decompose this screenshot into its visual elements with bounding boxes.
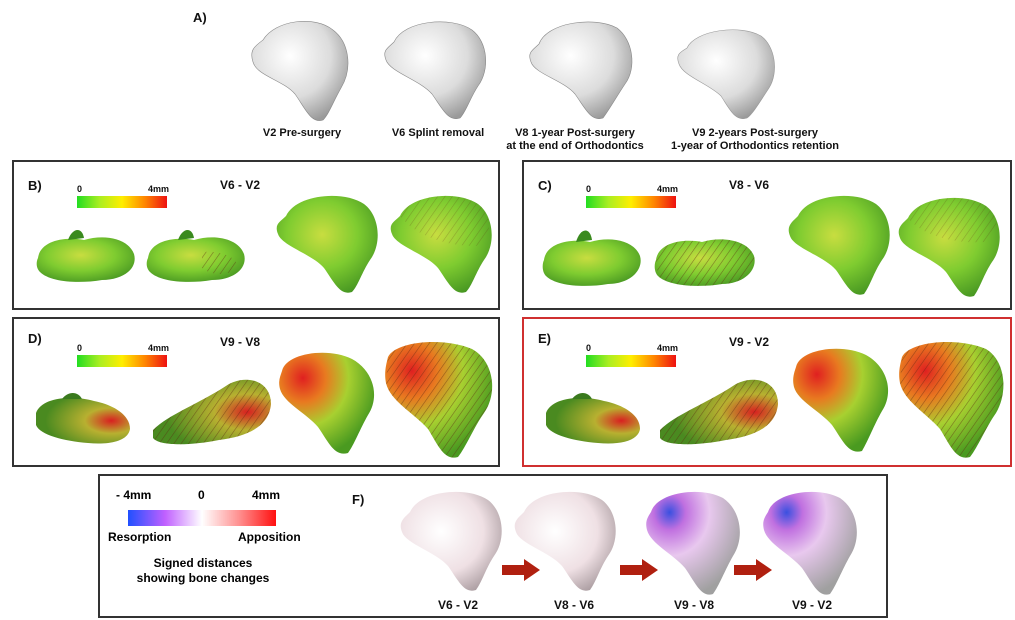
caption-v8: V8 1-year Post-surgery at the end of Ort… — [495, 127, 655, 153]
condyle-d-coronal-vectors — [385, 342, 493, 458]
panel-d: D) 0 4mm V9 - V8 — [12, 317, 500, 467]
panel-d-title: V9 - V8 — [220, 335, 261, 349]
condyle-b-coronal — [276, 195, 378, 293]
condyle-d-axial — [36, 393, 130, 444]
panel-f-caption-2: V8 - V6 — [553, 598, 595, 612]
condyle-v2-pre-surgery — [251, 20, 349, 121]
panel-e-title: V9 - V2 — [729, 335, 770, 349]
arrow-right-icon — [620, 559, 658, 581]
condyle-c-axial-vectors — [654, 239, 755, 286]
arrow-right-icon — [502, 559, 540, 581]
panel-f-desc-line1: Signed distances — [153, 556, 253, 570]
condyle-b-axial — [36, 229, 135, 282]
condyle-c-axial — [542, 230, 641, 286]
panel-e-scale-min: 0 — [586, 343, 592, 353]
panel-f-scale-mid: 0 — [198, 488, 205, 502]
condyle-c-coronal-vectors — [898, 197, 1000, 297]
condyle-f-v9-v8 — [646, 491, 740, 595]
panel-b-scale-min: 0 — [77, 184, 83, 194]
caption-v6-line1: V6 Splint removal — [391, 127, 485, 139]
panel-d-scale-min: 0 — [77, 343, 83, 353]
condyle-e-axial — [546, 393, 640, 444]
condyle-e-coronal — [793, 348, 889, 452]
panel-d-label: D) — [28, 331, 42, 346]
panel-b-color-scale — [77, 196, 167, 208]
panel-e-label: E) — [538, 331, 551, 346]
condyle-e-coronal-vectors — [899, 342, 1004, 458]
panel-d-scale-max: 4mm — [148, 343, 170, 353]
condyle-f-v6-v2 — [400, 491, 502, 591]
panel-b-scale-max: 4mm — [148, 184, 170, 194]
arrow-right-icon — [734, 559, 772, 581]
panel-f-scale-min: - 4mm — [116, 488, 152, 502]
panel-f-desc-line2: showing bone changes — [136, 571, 270, 585]
caption-v2: V2 Pre-surgery — [243, 127, 361, 139]
panel-e-color-scale — [586, 355, 676, 367]
caption-v9-line2: 1-year of Orthodontics retention — [670, 140, 840, 152]
panel-b-title: V6 - V2 — [220, 178, 261, 192]
caption-v9: V9 2-years Post-surgery 1-year of Orthod… — [655, 127, 855, 153]
panel-b-label: B) — [28, 178, 42, 193]
panel-f-resorption-label: Resorption — [108, 530, 172, 544]
caption-v6: V6 Splint removal — [378, 127, 498, 139]
panel-c-label: C) — [538, 178, 552, 193]
condyle-c-coronal — [788, 195, 890, 295]
condyle-b-coronal-vectors — [390, 195, 492, 293]
condyle-d-coronal — [279, 352, 375, 454]
condyle-f-v9-v2 — [763, 491, 857, 595]
condyle-v6-splint-removal — [384, 21, 487, 119]
panel-f-label: F) — [352, 492, 365, 507]
caption-v8-line1: V8 1-year Post-surgery — [515, 127, 635, 139]
condyle-v8-post-surgery — [529, 21, 633, 119]
caption-v8-line2: at the end of Orthodontics — [506, 140, 644, 152]
panel-f-caption-3: V9 - V8 — [673, 598, 715, 612]
condyle-v9-two-years — [677, 29, 775, 119]
caption-v9-line1: V9 2-years Post-surgery — [692, 127, 818, 139]
panel-f-description: Signed distances showing bone changes — [128, 556, 278, 586]
panel-f-caption-1: V6 - V2 — [437, 598, 479, 612]
panel-c-scale-max: 4mm — [657, 184, 679, 194]
panel-a-label: A) — [193, 10, 207, 25]
panel-b: B) 0 4mm V6 - V2 — [12, 160, 500, 310]
panel-c-title: V8 - V6 — [729, 178, 770, 192]
caption-v2-line1: V2 Pre-surgery — [262, 127, 342, 139]
panel-f-apposition-label: Apposition — [238, 530, 301, 544]
panel-f: - 4mm 0 4mm Resorption Apposition Signed… — [98, 474, 888, 618]
panel-e-scale-max: 4mm — [657, 343, 679, 353]
panel-c-scale-min: 0 — [586, 184, 592, 194]
panel-f-color-scale — [128, 510, 276, 526]
condyle-f-v8-v6 — [514, 491, 616, 591]
condyle-d-axial-vectors — [153, 379, 271, 445]
panel-e: E) 0 4mm V9 - V2 — [522, 317, 1012, 467]
condyle-e-axial-vectors — [660, 379, 778, 445]
panel-f-scale-max: 4mm — [252, 488, 281, 502]
panel-c: C) 0 4mm V8 - V6 — [522, 160, 1012, 310]
condyle-b-axial-vectors — [146, 229, 245, 282]
panel-c-color-scale — [586, 196, 676, 208]
panel-d-color-scale — [77, 355, 167, 367]
panel-f-caption-4: V9 - V2 — [791, 598, 833, 612]
